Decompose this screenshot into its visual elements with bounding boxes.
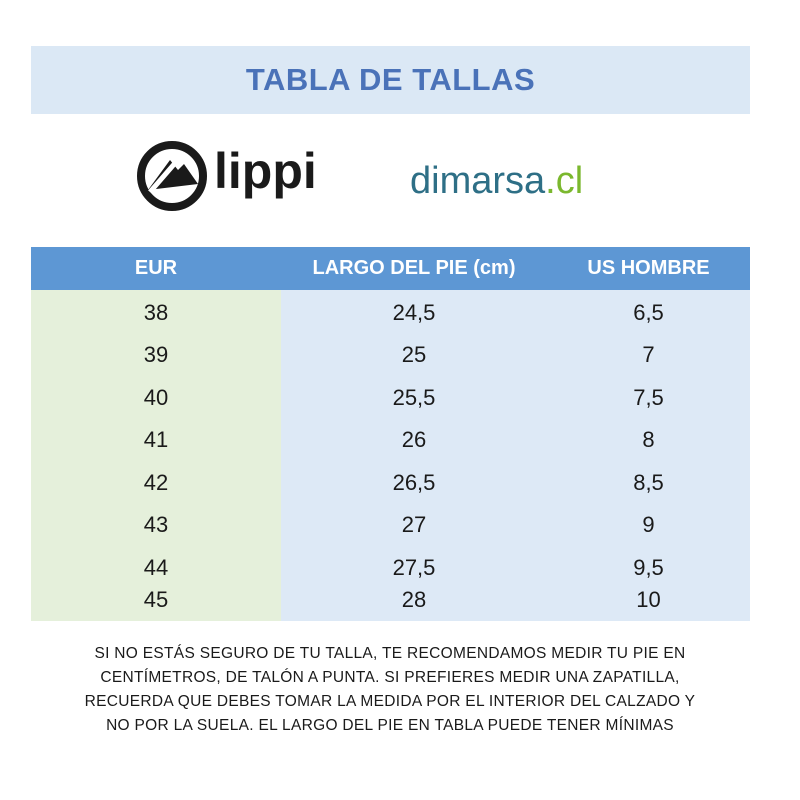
table-cell: 7,5 [633,385,664,410]
table-cell: 26 [401,427,427,452]
eur-column: 38 39 40 41 42 43 44 45 [31,290,281,621]
note-line: SI NO ESTÁS SEGURO DE TU TALLA, TE RECOM… [94,645,686,662]
dimarsa-logo-main: dimarsa [410,160,546,202]
note-line: CENTÍMETROS, DE TALÓN A PUNTA. SI PREFIE… [100,669,680,686]
lippi-logo-text: lippi [214,143,317,199]
table-cell: 41 [143,427,169,452]
header-eur: EUR [134,257,178,279]
note-line: NO POR LA SUELA. EL LARGO DEL PIE EN TAB… [106,717,674,734]
table-cell: 10 [636,587,661,612]
table-cell: 28 [401,587,427,612]
size-table: EUR LARGO DEL PIE (cm) US HOMBRE 38 39 4… [31,247,750,621]
mountain-icon [137,141,207,211]
table-cell: 38 [143,300,169,325]
table-cell: 8,5 [633,470,664,495]
title-banner: TABLA DE TALLAS [31,46,750,114]
table-cell: 8 [642,427,655,452]
table-cell: 39 [143,342,169,367]
table-body: 38 39 40 41 42 43 44 45 24,5 25 25,5 26 … [31,290,750,621]
size-advice-note: SI NO ESTÁS SEGURO DE TU TALLA, TE RECOM… [40,642,740,738]
table-cell: 25 [401,342,427,367]
table-cell: 40 [143,385,169,410]
table-cell: 9,5 [633,555,664,580]
page-title: TABLA DE TALLAS [245,62,536,97]
table-cell: 25,5 [392,385,436,410]
table-cell: 9 [642,512,655,537]
header-us-men: US HOMBRE [587,257,710,279]
table-cell: 42 [143,470,169,495]
table-header: EUR LARGO DEL PIE (cm) US HOMBRE [31,247,750,290]
header-foot-length: LARGO DEL PIE (cm) [312,257,516,279]
table-cell: 27 [401,512,427,537]
table-cell: 44 [143,555,169,580]
table-cell: 43 [143,512,169,537]
us-men-column: 6,5 7 7,5 8 8,5 9 9,5 10 [547,290,750,621]
table-cell: 24,5 [392,300,436,325]
table-cell: 7 [642,342,655,367]
table-cell: 6,5 [633,300,664,325]
table-cell: 26,5 [392,470,436,495]
dimarsa-logo: dimarsa.cl [410,160,583,203]
lippi-logo: lippi [136,140,336,212]
table-cell: 45 [143,587,169,612]
note-line: RECUERDA QUE DEBES TOMAR LA MEDIDA POR E… [84,693,696,710]
table-cell: 27,5 [392,555,436,580]
foot-length-column: 24,5 25 25,5 26 26,5 27 27,5 28 [281,290,547,621]
dimarsa-logo-suffix: .cl [545,160,584,202]
